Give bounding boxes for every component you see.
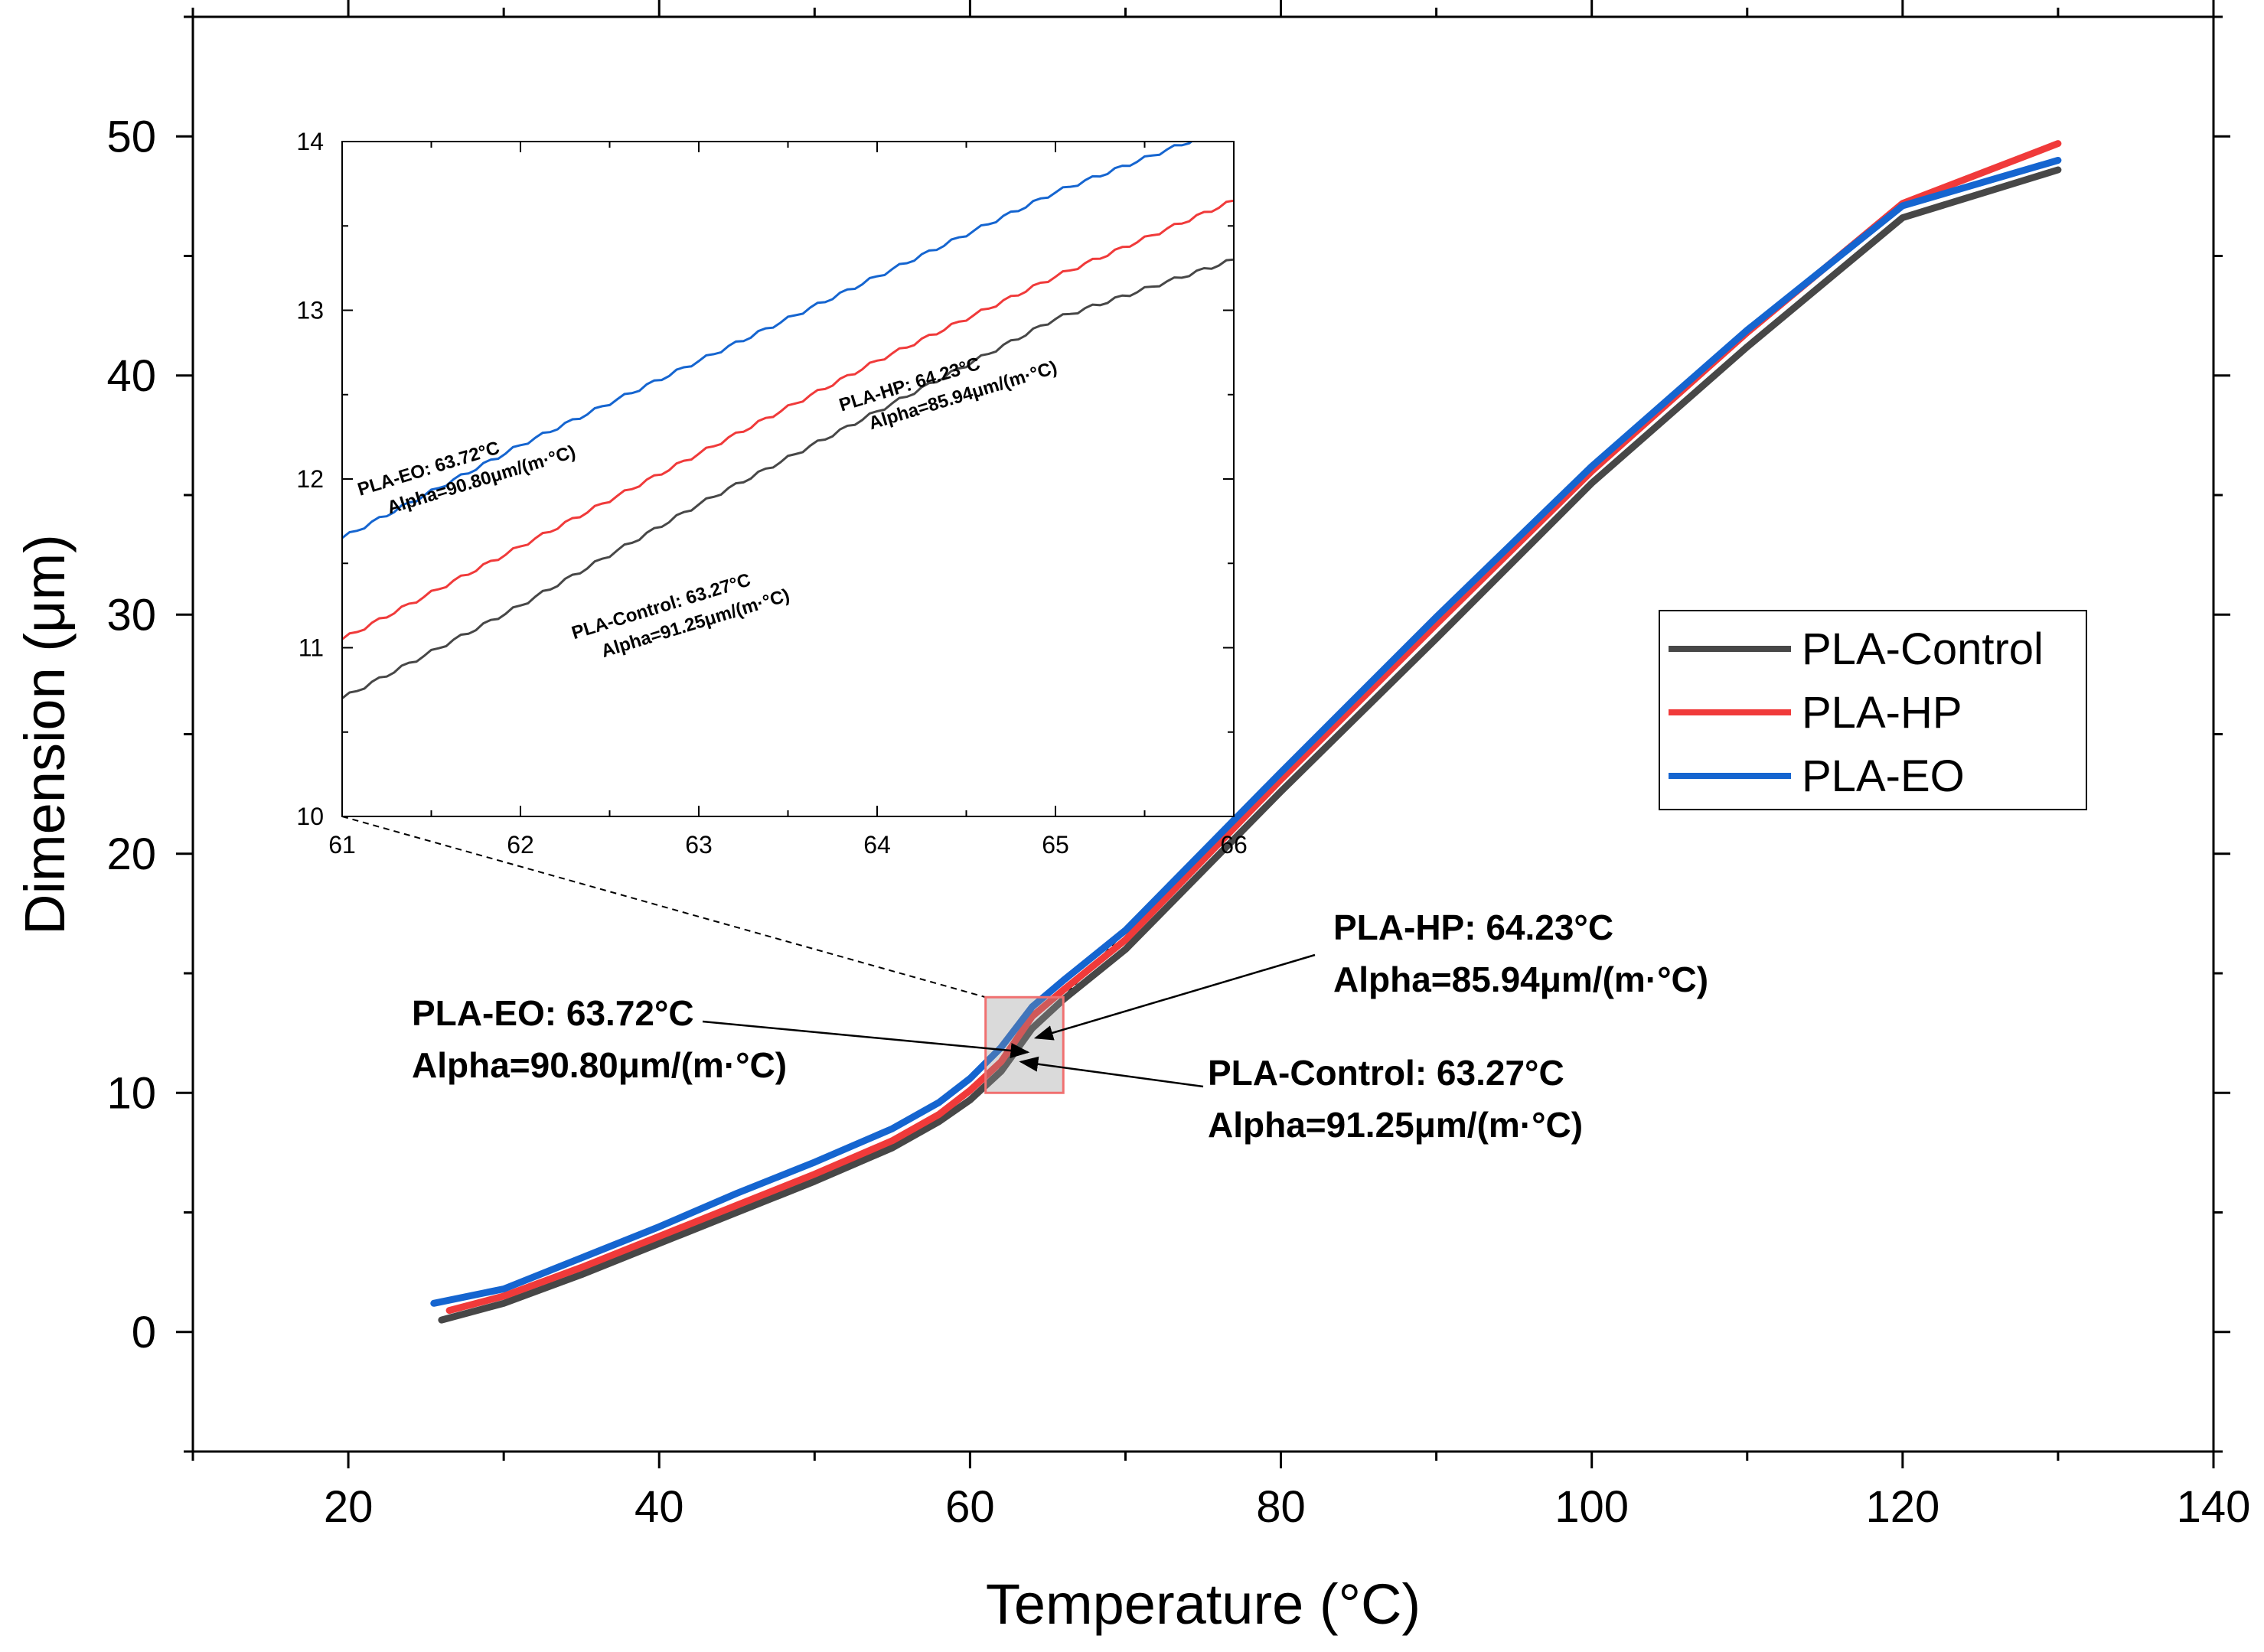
x-tick-label: 80 (1256, 1482, 1306, 1532)
annotation-hp-line1: PLA-HP: 64.23°C (1333, 907, 1613, 947)
y-tick-label: 40 (106, 351, 156, 401)
annotation-eo-line1: PLA-EO: 63.72°C (412, 993, 694, 1033)
inset-x-tick-label: 61 (328, 831, 356, 859)
annotation-eo: PLA-EO: 63.72°C Alpha=90.80μm/(m·°C) (412, 993, 1030, 1085)
inset-y-tick-label: 11 (298, 634, 324, 662)
inset-x-tick-label: 63 (685, 831, 713, 859)
y-tick-label: 10 (106, 1068, 156, 1118)
main-series-group (430, 140, 2062, 1324)
inset-series-line-pla-hp (342, 199, 1234, 640)
annotation-eo-line2: Alpha=90.80μm/(m·°C) (412, 1045, 787, 1085)
inset-y-tick-label: 13 (296, 297, 324, 324)
y-tick-label: 0 (132, 1308, 156, 1357)
annotation-control-arrow (1019, 1056, 1204, 1088)
main-axes: 20 40 60 80 100 120 140 0 10 20 30 40 50 (106, 0, 2250, 1532)
annotation-control-line2: Alpha=91.25μm/(m·°C) (1208, 1105, 1583, 1145)
x-tick-label: 20 (324, 1482, 374, 1532)
y-tick-label: 50 (106, 112, 156, 161)
series-line-pla-control (438, 166, 2062, 1324)
legend: PLA-Control PLA-HP PLA-EO (1659, 610, 2087, 810)
x-tick-label: 140 (2177, 1482, 2251, 1532)
x-axis-title: Temperature (°C) (986, 1572, 1421, 1636)
annotation-hp: PLA-HP: 64.23°C Alpha=85.94μm/(m·°C) (1033, 907, 1708, 1041)
inset-y-tick-label: 14 (296, 128, 324, 155)
legend-label-pla-control: PLA-Control (1802, 624, 2044, 674)
legend-label-pla-hp: PLA-HP (1802, 688, 1962, 738)
inset-x-tick-label: 62 (507, 831, 534, 859)
annotation-control: PLA-Control: 63.27°C Alpha=91.25μm/(m·°C) (1019, 1053, 1583, 1145)
y-axis-title: Dimension (μm) (13, 534, 77, 935)
y-tick-label: 30 (106, 590, 156, 640)
inset-background (342, 142, 1234, 816)
legend-label-pla-eo: PLA-EO (1802, 751, 1965, 801)
inset-series-group (342, 142, 1234, 699)
y-tick-label: 20 (106, 829, 156, 879)
zoom-region (984, 995, 1065, 1094)
x-tick-label: 40 (635, 1482, 684, 1532)
annotation-hp-line2: Alpha=85.94μm/(m·°C) (1333, 960, 1708, 999)
x-tick-label: 100 (1554, 1482, 1629, 1532)
inset-series-line-pla-control (342, 258, 1234, 699)
inset-x-tick-label: 64 (863, 831, 891, 859)
zoom-guide-left (341, 816, 986, 999)
annotation-hp-arrow (1033, 953, 1316, 1041)
annotation-control-line1: PLA-Control: 63.27°C (1208, 1053, 1564, 1093)
series-line-pla-hp (445, 140, 2062, 1315)
zoom-box (984, 995, 1065, 1094)
inset-y-tick-label: 12 (296, 465, 324, 493)
x-tick-label: 120 (1865, 1482, 1939, 1532)
inset-series-line-pla-eo (342, 142, 1194, 539)
annotation-eo-arrow (702, 1020, 1030, 1058)
series-line-pla-eo (430, 157, 2062, 1307)
inset-x-tick-label: 65 (1042, 831, 1069, 859)
inset-x-tick-label: 66 (1220, 831, 1248, 859)
annotations: PLA-EO: 63.72°C Alpha=90.80μm/(m·°C) PLA-H… (412, 907, 1708, 1145)
inset-y-tick-label: 10 (296, 803, 324, 830)
x-tick-label: 60 (945, 1482, 995, 1532)
